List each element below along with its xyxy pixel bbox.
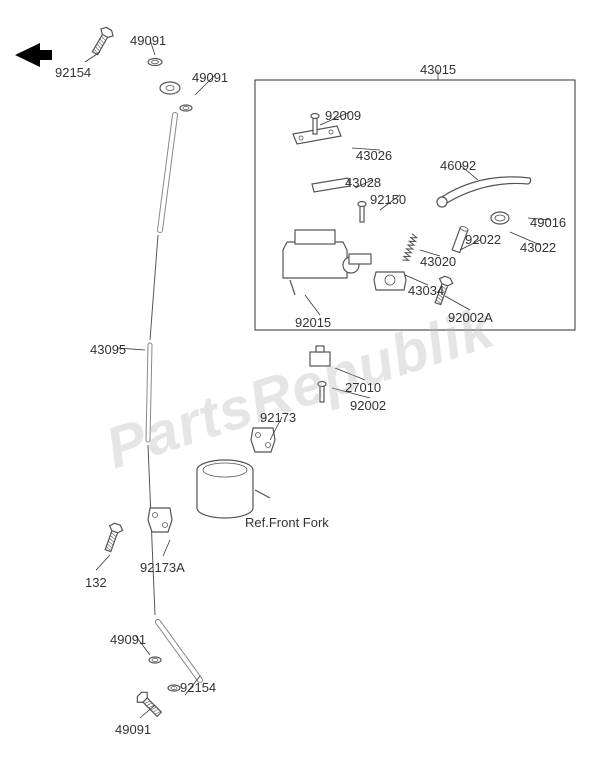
- part-label-132: 132: [85, 575, 107, 590]
- part-label-43028: 43028: [345, 175, 381, 190]
- part-label-43022: 43022: [520, 240, 556, 255]
- part-label-92015: 92015: [295, 315, 331, 330]
- part-label-92154b: 92154: [180, 680, 216, 695]
- part-label-43034: 43034: [408, 283, 444, 298]
- part-label-43026: 43026: [356, 148, 392, 163]
- part-label-92154: 92154: [55, 65, 91, 80]
- part-label-49091c: 49091: [110, 632, 146, 647]
- part-label-92022: 92022: [465, 232, 501, 247]
- part-label-92173A: 92173A: [140, 560, 185, 575]
- part-label-27010: 27010: [345, 380, 381, 395]
- diagram-container: PartsRepublik 92154490914909143015920094…: [0, 0, 600, 775]
- part-label-92150: 92150: [370, 192, 406, 207]
- part-label-49016: 49016: [530, 215, 566, 230]
- part-label-49091: 49091: [130, 33, 166, 48]
- part-label-92173: 92173: [260, 410, 296, 425]
- nav-arrow: [10, 35, 55, 75]
- ref-front-fork-label: Ref.Front Fork: [245, 515, 329, 530]
- part-label-43015: 43015: [420, 62, 456, 77]
- part-label-49091b: 49091: [192, 70, 228, 85]
- part-label-92009: 92009: [325, 108, 361, 123]
- part-label-43095: 43095: [90, 342, 126, 357]
- part-label-92002: 92002: [350, 398, 386, 413]
- part-label-43020: 43020: [420, 254, 456, 269]
- part-label-46092: 46092: [440, 158, 476, 173]
- part-label-92002A: 92002A: [448, 310, 493, 325]
- diagram-svg: [0, 0, 600, 775]
- part-label-49091d: 49091: [115, 722, 151, 737]
